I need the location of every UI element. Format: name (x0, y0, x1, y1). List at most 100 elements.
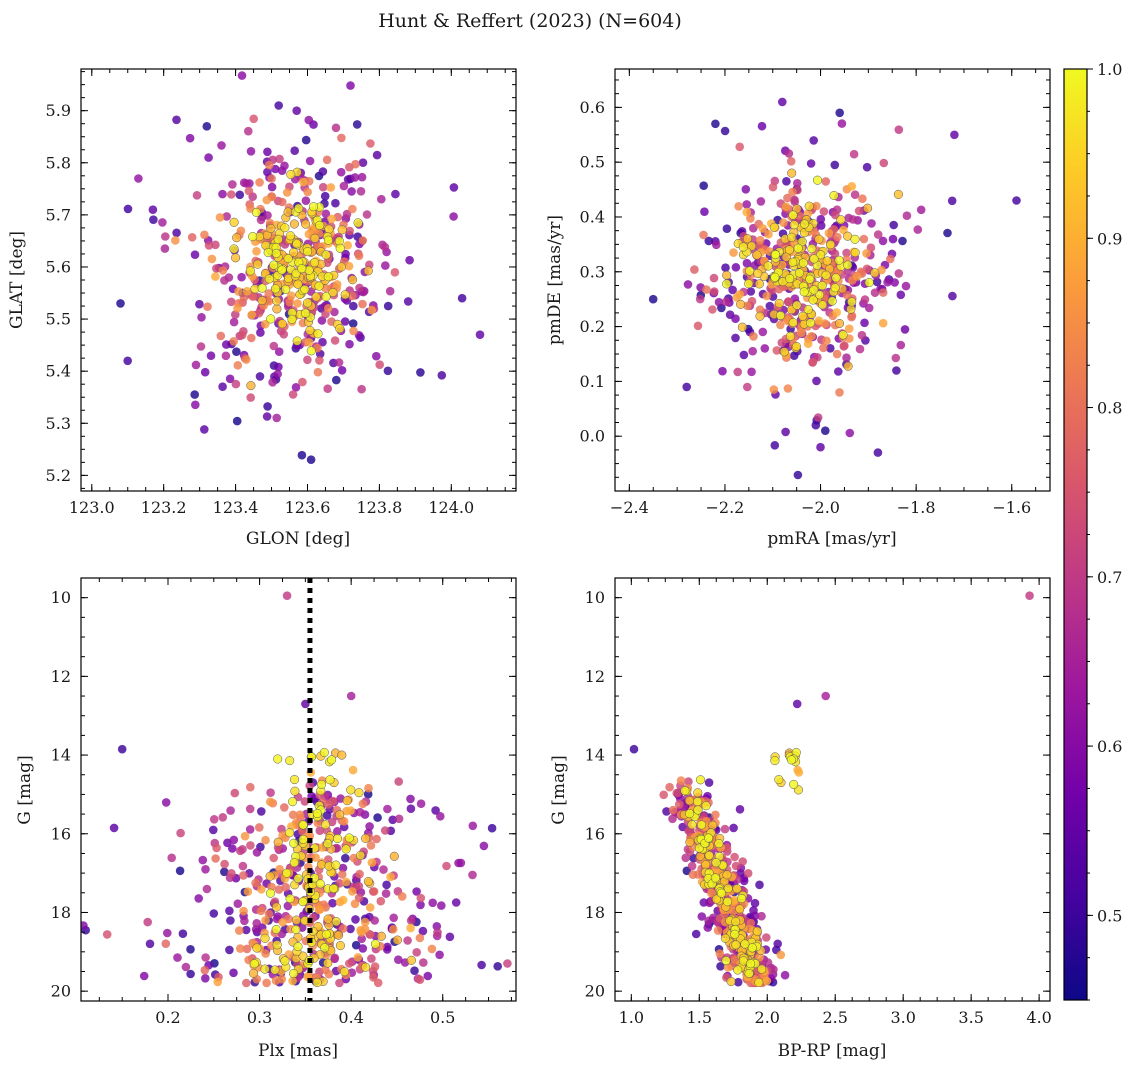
scatter-point (149, 215, 158, 224)
y-tick-label: 18 (585, 903, 605, 922)
scatter-point (238, 861, 248, 871)
scatter-point (315, 879, 325, 889)
scatter-point (292, 106, 302, 115)
scatter-point (789, 779, 799, 789)
y-tick-label: 0.0 (580, 427, 605, 446)
scatter-point (358, 158, 368, 167)
scatter-point (833, 232, 842, 242)
scatter-point (186, 945, 195, 954)
scatter-point (437, 901, 446, 910)
x-tick-label: −1.8 (897, 498, 936, 517)
figure-title: Hunt & Reffert (2023) (N=604) (378, 10, 682, 32)
scatter-point (394, 777, 404, 786)
scatter-point (345, 226, 355, 236)
scatter-point (797, 237, 807, 247)
scatter-point (389, 851, 399, 861)
scatter-point (348, 765, 358, 775)
scatter-point (731, 917, 741, 927)
scatter-point (292, 239, 302, 249)
scatter-point (806, 318, 816, 328)
scatter-point (289, 219, 299, 229)
scatter-point (361, 962, 371, 972)
scatter-point (212, 843, 221, 853)
scatter-point (220, 859, 229, 869)
scatter-point (272, 413, 282, 423)
scatter-point (317, 316, 327, 325)
scatter-point (243, 887, 253, 896)
scatter-point (685, 837, 695, 847)
scatter-point (742, 200, 751, 209)
ticks-glon-glat: 123.0 123.2 123.4 123.6 123.8 124.0 5.2 5.3 5.4 5… (46, 69, 516, 517)
scatter-point (419, 958, 428, 967)
y-axis-label-g-right: G [mag] (549, 755, 569, 824)
scatter-point (784, 245, 795, 255)
scatter-point (269, 853, 279, 863)
scatter-point (229, 968, 238, 978)
y-tick-label: 0.5 (580, 153, 605, 172)
scatter-point (263, 211, 272, 220)
scatter-point (348, 291, 357, 301)
scatter-point (116, 299, 125, 308)
y-tick-label: 0.6 (580, 98, 605, 117)
scatter-point (181, 962, 191, 972)
scatter-point (798, 258, 808, 268)
scatter-point (778, 97, 787, 107)
scatter-point (269, 341, 279, 351)
scatter-point (298, 897, 308, 907)
scatter-point (211, 854, 220, 863)
scatter-point (274, 362, 283, 372)
scatter-point (385, 286, 395, 296)
scatter-point (229, 217, 239, 227)
scatter-point (257, 283, 267, 293)
scatter-point (382, 945, 392, 954)
scatter-point (251, 207, 262, 217)
scatter-point (704, 850, 714, 860)
scatter-point (195, 299, 204, 309)
scatter-point (894, 269, 904, 278)
ticks-plx-g: 0.2 0.3 0.4 0.5 10 12 14 16 18 20 (51, 577, 516, 1027)
scatter-point (233, 303, 242, 313)
scatter-point (774, 298, 784, 308)
scatter-point (693, 321, 703, 331)
scatter-point (668, 814, 677, 824)
scatter-point (901, 281, 911, 291)
scatter-point (309, 258, 320, 268)
scatter-point (834, 318, 845, 329)
scatter-point (102, 930, 112, 939)
scatter-point (265, 797, 275, 807)
scatter-point (410, 966, 419, 975)
scatter-point (392, 935, 402, 945)
scatter-point (737, 322, 747, 332)
scatter-point (894, 125, 904, 134)
scatter-point (493, 962, 503, 971)
scatter-point (849, 149, 859, 159)
scatter-point (873, 230, 883, 239)
scatter-point (257, 807, 266, 816)
scatter-point (280, 223, 290, 233)
scatter-point (783, 384, 793, 393)
scatter-point (239, 906, 248, 916)
scatter-point (556, 886, 565, 895)
scatter-point (220, 276, 229, 285)
scatter-point (358, 799, 368, 809)
scatter-point (731, 940, 741, 950)
scatter-point (256, 215, 266, 225)
scatter-point (468, 870, 477, 880)
scatter-point (227, 869, 236, 878)
scatter-point (888, 234, 898, 244)
scatter-point (190, 390, 199, 399)
scatter-point (316, 779, 327, 789)
scatter-point (269, 260, 279, 270)
scatter-point (879, 158, 889, 168)
scatter-point (883, 277, 892, 287)
scatter-point (338, 863, 348, 873)
scatter-point (355, 807, 365, 817)
scatter-point (117, 744, 127, 754)
y-tick-label: 0.4 (580, 207, 605, 226)
scatter-point (731, 333, 740, 343)
scatter-point (700, 207, 709, 216)
scatter-point (300, 284, 310, 294)
scatter-point (406, 955, 416, 965)
scatter-point (732, 884, 742, 894)
scatter-point (762, 933, 771, 942)
